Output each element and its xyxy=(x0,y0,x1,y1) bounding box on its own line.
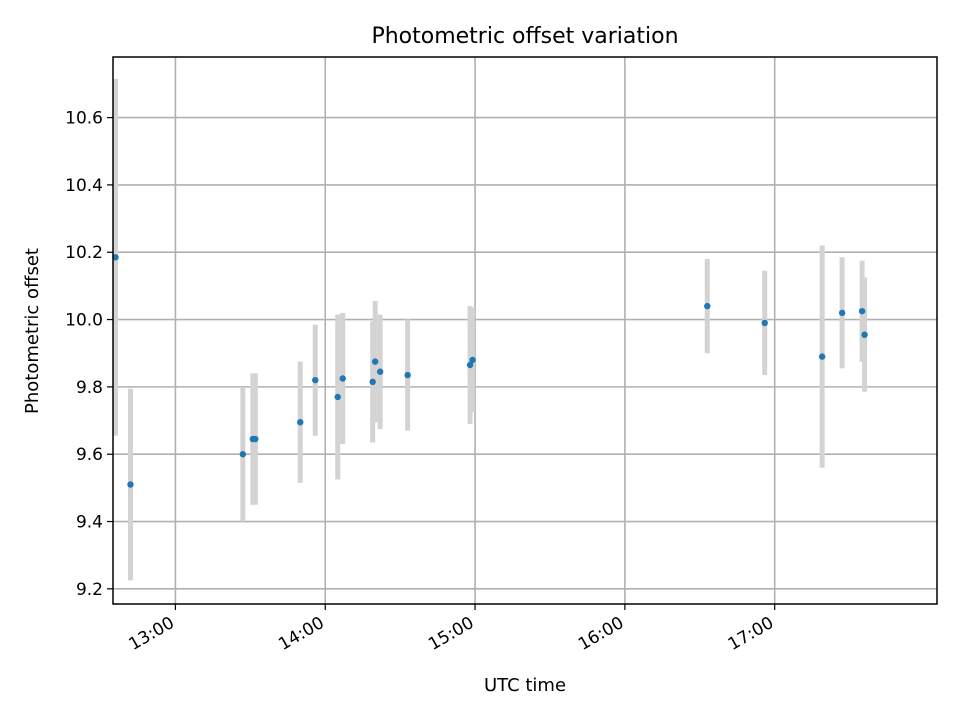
data-point xyxy=(861,331,868,338)
data-point xyxy=(838,309,846,317)
data-point xyxy=(469,356,476,364)
plot-frame xyxy=(112,56,938,605)
y-tick-label: 10.0 xyxy=(65,311,103,331)
x-tick-label: 14:00 xyxy=(275,613,327,655)
data-point xyxy=(466,361,474,369)
data-point xyxy=(818,353,826,360)
data-point xyxy=(239,451,247,458)
data-point xyxy=(704,302,711,310)
y-tick-label: 9.2 xyxy=(76,580,103,600)
x-tick-label: 13:00 xyxy=(125,613,177,655)
x-tick-label: 17:00 xyxy=(725,613,777,655)
x-axis-label: UTC time xyxy=(484,675,566,696)
y-tick-label: 10.4 xyxy=(65,176,103,196)
y-tick-label: 9.6 xyxy=(76,445,103,465)
x-tick-label: 15:00 xyxy=(425,613,477,655)
y-tick-label: 9.8 xyxy=(76,378,103,398)
y-tick-label: 10.6 xyxy=(65,109,103,129)
x-tick-label: 16:00 xyxy=(575,613,627,655)
axis-ticks xyxy=(107,116,776,610)
data-point xyxy=(376,368,384,375)
data-point xyxy=(858,307,866,315)
data-point xyxy=(112,254,119,261)
data-point xyxy=(371,358,379,365)
plot-background xyxy=(113,57,937,604)
data-points xyxy=(112,254,868,488)
data-point xyxy=(369,378,376,386)
data-point xyxy=(252,435,259,443)
data-point xyxy=(127,481,134,488)
chart-title: Photometric offset variation xyxy=(371,24,678,49)
data-point xyxy=(297,419,304,426)
y-axis-label: Photometric offset xyxy=(22,248,43,414)
data-point xyxy=(339,375,346,382)
y-tick-label: 10.2 xyxy=(65,243,103,263)
data-point xyxy=(312,376,319,384)
data-point xyxy=(761,319,768,327)
y-tick-label: 9.4 xyxy=(76,513,103,533)
data-point xyxy=(334,393,341,401)
data-point xyxy=(404,371,411,379)
